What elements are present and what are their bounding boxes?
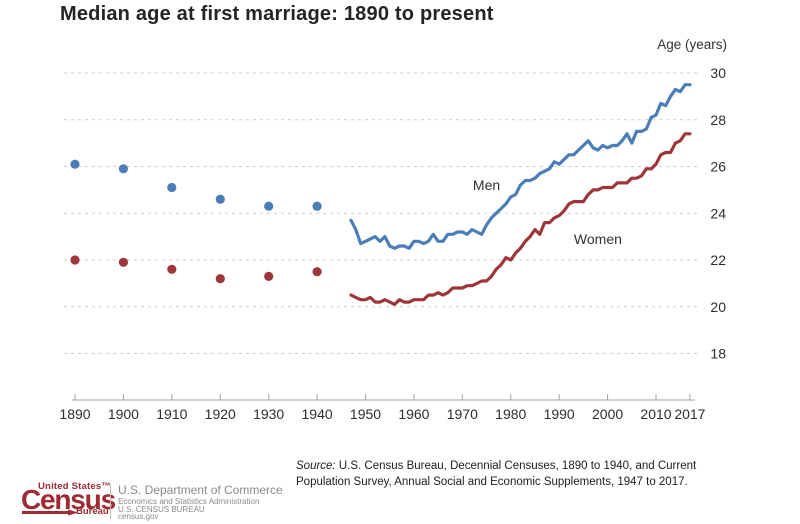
x-tick-label: 1970 [447,406,478,422]
men-census-dot [118,164,128,174]
y-tick-label: 26 [710,159,726,175]
source-text: U.S. Census Bureau, Decennial Censuses, … [296,460,697,488]
women-census-dot [167,264,177,274]
x-tick-label: 1960 [398,406,429,422]
series-label-men: Men [473,177,500,193]
chart-title: Median age at first marriage: 1890 to pr… [60,3,494,25]
women-census-dot [312,267,322,277]
x-tick-label: 1890 [59,406,90,422]
men-line [349,83,692,250]
y-axis-title: Age (years) [657,37,727,52]
x-tick-label: 1900 [108,406,139,422]
men-census-dot [264,201,274,211]
commerce-esa-line: Economics and Statistics Administration [118,497,260,506]
source-note: Source: U.S. Census Bureau, Decennial Ce… [296,459,744,490]
x-tick-label: 2000 [592,406,623,422]
men-census-dot [312,201,322,211]
commerce-website-line: census.gov [118,512,159,522]
x-tick-label: 1920 [205,406,236,422]
x-tick-label: 2010 [640,406,671,422]
women-census-dot [118,257,128,267]
commerce-census-bureau-line: U.S. CENSUS BUREAU [118,504,205,514]
x-tick-label: 1980 [495,406,526,422]
y-tick-label: 24 [710,205,726,221]
men-census-dot [167,182,177,193]
x-tick-label: 1910 [156,406,187,422]
x-tick-label: 1950 [350,406,381,422]
y-tick-label: 30 [710,65,726,81]
y-tick-label: 20 [710,299,726,315]
x-tick-label: 1930 [253,406,284,422]
men-census-dot [215,194,225,204]
women-line [349,132,692,306]
men-census-dot [70,159,80,169]
logo-census-wordmark: Census [21,484,116,515]
commerce-department-line: U.S. Department of Commerce [118,483,283,497]
y-tick-label: 28 [710,112,726,128]
logo-arrow-icon [22,509,78,516]
logo-bureau-text: Bureau [76,506,109,517]
series-label-women: Women [574,231,622,247]
women-census-dot [264,271,274,281]
logo-divider [110,484,111,519]
commerce-block: U.S. Department of Commerce Economics an… [118,484,283,521]
women-census-dot [70,255,80,265]
x-tick-label: 1940 [302,406,333,422]
women-census-dot [215,274,225,284]
y-tick-label: 18 [710,346,726,362]
y-tick-label: 22 [710,252,726,268]
x-tick-label: 1990 [544,406,575,422]
source-label: Source: [296,460,336,472]
marriage-age-chart: 30 28 26 24 22 20 18 1890 1900 1910 1920 1930 1940 19… [59,65,726,422]
x-tick-label: 2017 [674,406,705,422]
logo-united-states-text: United States™ [38,481,112,492]
